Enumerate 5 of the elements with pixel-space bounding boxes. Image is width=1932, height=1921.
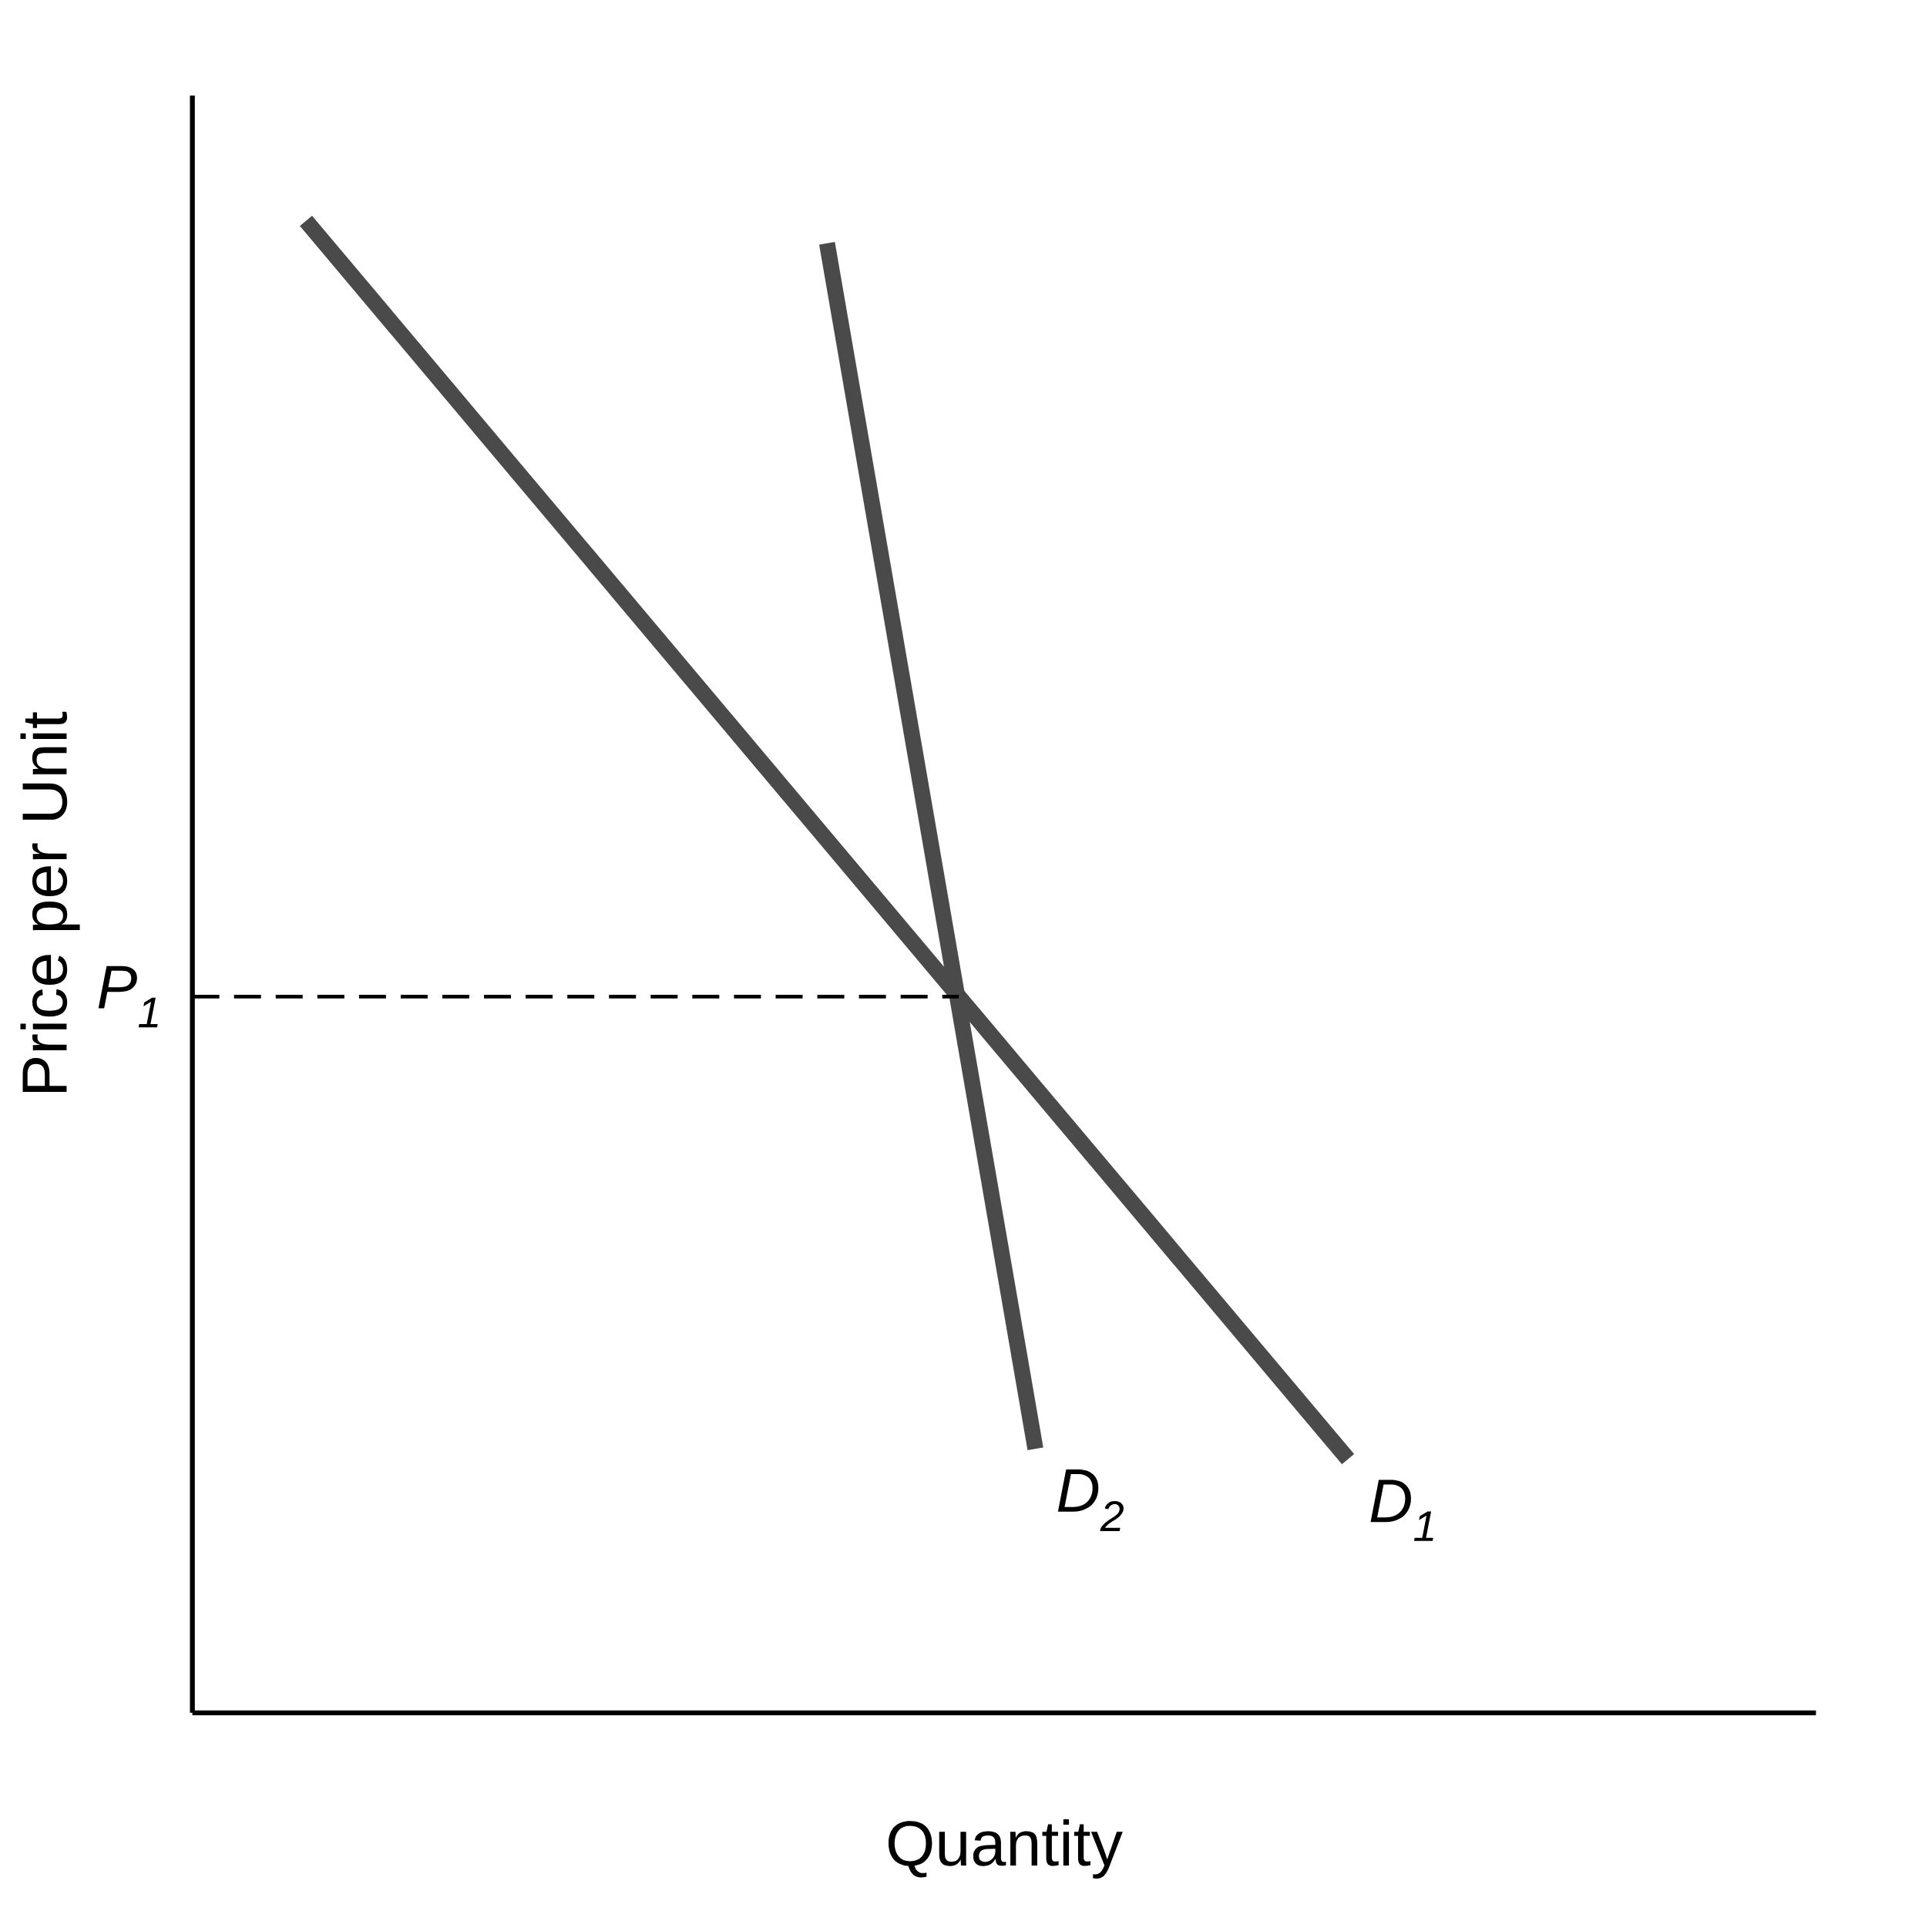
x-axis-title: Quantity — [888, 1819, 1123, 1879]
ref-line-label: P$_{1}$ — [98, 966, 158, 1028]
y-axis-title: Price per Unit — [20, 711, 80, 1092]
series-label: D$_{1}$ — [1370, 1479, 1433, 1541]
series-label: D$_{2}$ — [1057, 1469, 1124, 1531]
